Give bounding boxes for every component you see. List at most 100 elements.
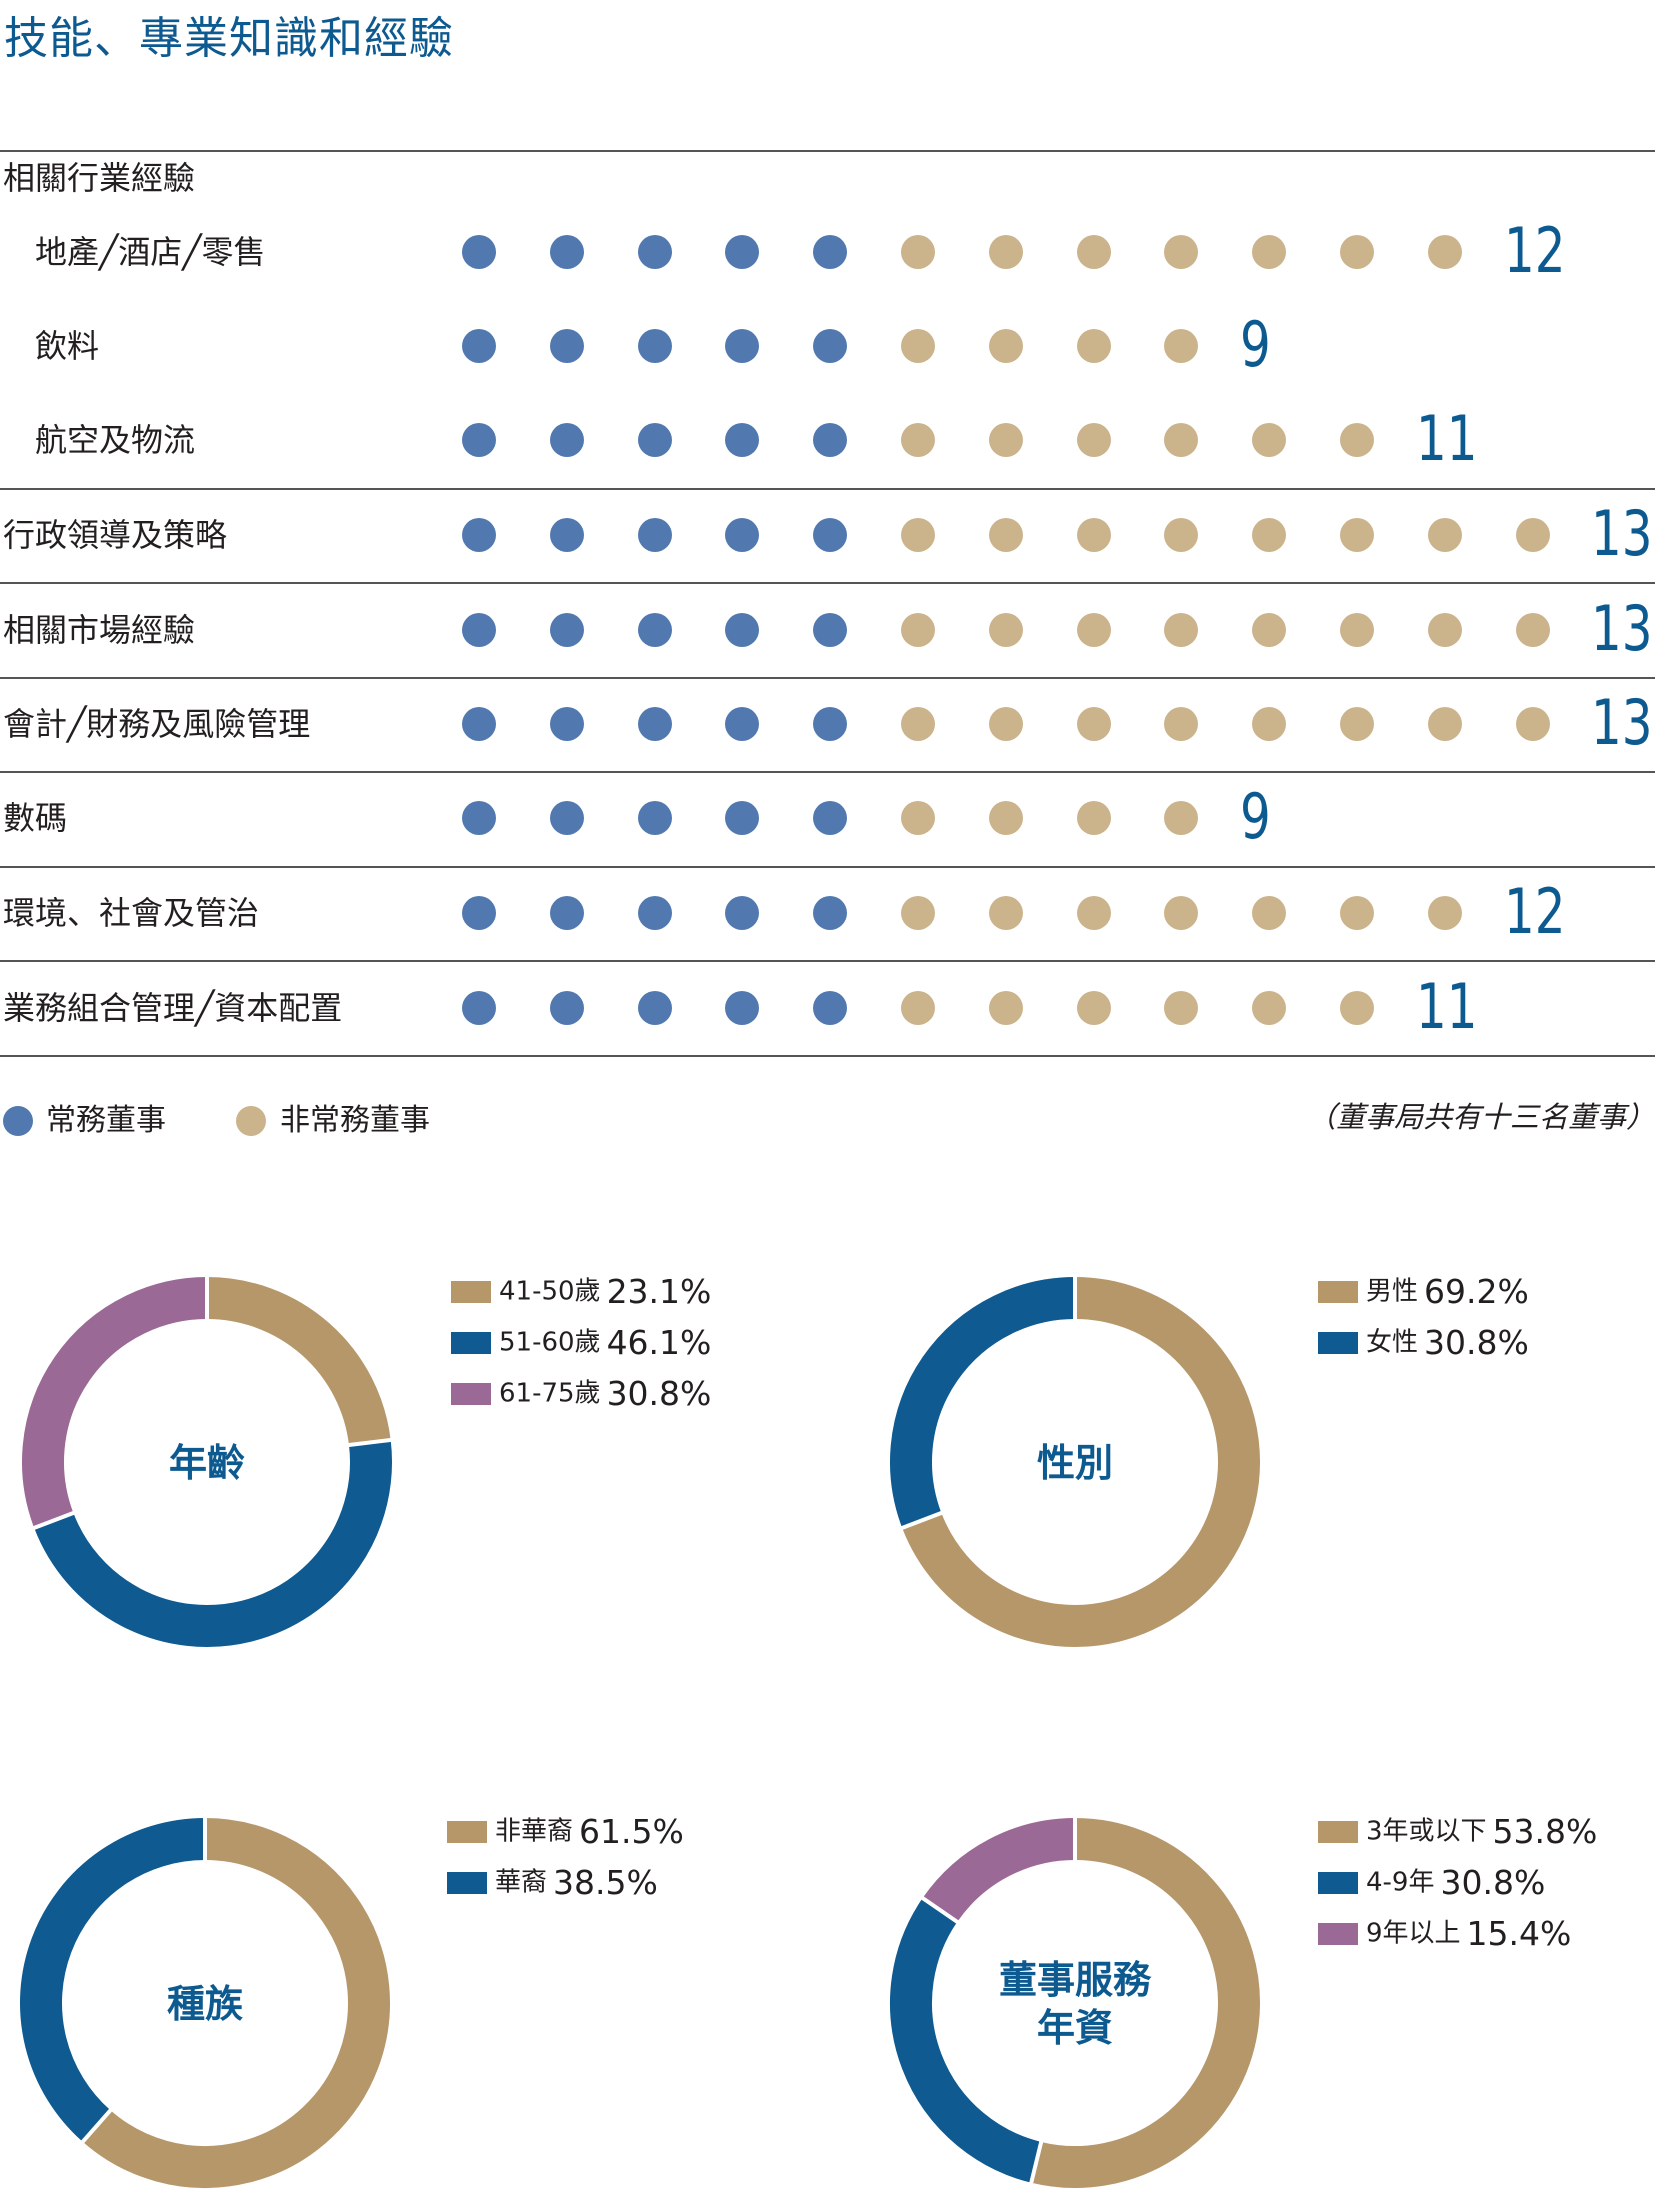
non-executive-dot bbox=[1164, 518, 1199, 552]
legend-item: 華裔 38.5% bbox=[447, 1866, 658, 1899]
non-executive-dot bbox=[1164, 801, 1199, 835]
non-executive-dot bbox=[1164, 896, 1199, 930]
non-executive-dot bbox=[901, 896, 935, 930]
executive-dot bbox=[813, 896, 848, 930]
legend-value: 61.5% bbox=[579, 1812, 684, 1851]
executive-dot bbox=[462, 423, 496, 457]
executive-dot bbox=[462, 801, 496, 835]
skill-count: 13 bbox=[1591, 686, 1653, 759]
age-donut-chart: 年齡 bbox=[17, 1272, 397, 1652]
tenure-donut-chart: 董事服務 年資 bbox=[885, 1813, 1265, 2193]
non-executive-legend-label: 非常務董事 bbox=[280, 1103, 430, 1138]
executive-dot bbox=[462, 329, 496, 363]
non-executive-dot bbox=[1252, 235, 1287, 269]
legend-item: 4-9年 30.8% bbox=[1318, 1866, 1545, 1899]
non-executive-dot bbox=[1076, 423, 1111, 457]
non-executive-dot bbox=[1427, 613, 1462, 647]
donut-slice bbox=[890, 1898, 1042, 2183]
legend-swatch bbox=[451, 1382, 491, 1405]
executive-dot bbox=[549, 329, 584, 363]
legend-value: 69.2% bbox=[1424, 1272, 1529, 1311]
row-divider bbox=[0, 582, 1655, 584]
donut-center-label: 年齡 bbox=[169, 1441, 245, 1485]
legend-swatch bbox=[1318, 1871, 1358, 1894]
row-divider bbox=[0, 866, 1655, 868]
executive-dot bbox=[725, 801, 760, 835]
donut-slice bbox=[1031, 1818, 1260, 2188]
donut-slice bbox=[82, 1818, 390, 2188]
non-executive-dot bbox=[988, 613, 1023, 647]
executive-dot bbox=[637, 896, 672, 930]
legend-label: 61-75歲 bbox=[499, 1378, 601, 1409]
non-executive-dot bbox=[988, 801, 1023, 835]
non-executive-dot bbox=[988, 707, 1023, 741]
skill-count: 11 bbox=[1415, 970, 1478, 1043]
non-executive-dot bbox=[901, 329, 935, 363]
executive-dot bbox=[725, 235, 760, 269]
legend-label: 男性 bbox=[1366, 1276, 1419, 1307]
non-executive-dot bbox=[1076, 329, 1111, 363]
donut-center-label: 年資 bbox=[1037, 2006, 1113, 2050]
skill-count: 13 bbox=[1591, 592, 1653, 665]
executive-dot bbox=[813, 613, 848, 647]
slice-separator bbox=[79, 2107, 114, 2145]
executive-dot bbox=[637, 329, 672, 363]
legend-value: 38.5% bbox=[553, 1863, 658, 1902]
non-executive-dot bbox=[1164, 991, 1199, 1025]
board-note: （董事局共有十三名董事） bbox=[1306, 1100, 1655, 1134]
non-executive-dot bbox=[1076, 991, 1111, 1025]
gender-donut-chart: 性別 bbox=[885, 1272, 1265, 1652]
executive-legend-label: 常務董事 bbox=[46, 1103, 166, 1138]
legend-label: 9年以上 bbox=[1366, 1918, 1461, 1949]
non-executive-dot bbox=[901, 235, 935, 269]
executive-dot bbox=[462, 518, 496, 552]
skill-row-label: 會計╱財務及風險管理 bbox=[3, 705, 311, 743]
legend-value: 46.1% bbox=[606, 1323, 712, 1362]
executive-dot bbox=[637, 423, 672, 457]
donut-slice bbox=[890, 1277, 1076, 1528]
page-title: 技能、專業知識和經驗 bbox=[4, 13, 454, 64]
executive-dot bbox=[725, 518, 760, 552]
legend-swatch bbox=[447, 1871, 487, 1894]
skill-count: 13 bbox=[1591, 497, 1653, 570]
non-executive-dot bbox=[1252, 707, 1287, 741]
executive-dot bbox=[813, 235, 848, 269]
executive-dot bbox=[725, 896, 760, 930]
non-executive-dot bbox=[901, 518, 935, 552]
skill-row-label: 業務組合管理╱資本配置 bbox=[3, 989, 343, 1027]
non-executive-dot bbox=[1515, 707, 1550, 741]
executive-dot bbox=[813, 423, 848, 457]
skill-count: 12 bbox=[1503, 875, 1566, 948]
non-executive-dot bbox=[901, 613, 935, 647]
skill-count: 12 bbox=[1503, 214, 1566, 287]
non-executive-dot bbox=[1515, 518, 1550, 552]
executive-dot bbox=[549, 518, 584, 552]
slice-separator bbox=[31, 1510, 76, 1531]
non-executive-dot bbox=[1340, 423, 1374, 457]
skill-count: 11 bbox=[1415, 402, 1478, 475]
non-executive-dot bbox=[1252, 423, 1287, 457]
legend-swatch bbox=[451, 1280, 491, 1303]
slice-separator bbox=[1028, 2139, 1044, 2186]
row-divider bbox=[0, 771, 1655, 773]
non-executive-dot bbox=[1076, 896, 1111, 930]
section-header: 相關行業經驗 bbox=[3, 159, 196, 197]
donut-center-label: 性別 bbox=[1037, 1441, 1113, 1485]
skill-row-label: 航空及物流 bbox=[35, 421, 196, 459]
legend-swatch bbox=[1318, 1331, 1358, 1354]
executive-dot bbox=[549, 235, 584, 269]
executive-dot bbox=[462, 896, 496, 930]
executive-dot bbox=[549, 423, 584, 457]
legend-label: 非華裔 bbox=[495, 1816, 574, 1847]
legend-value: 30.8% bbox=[1424, 1323, 1529, 1362]
legend-label: 華裔 bbox=[495, 1867, 548, 1898]
non-executive-dot bbox=[988, 423, 1023, 457]
executive-dot bbox=[725, 613, 760, 647]
legend-swatch bbox=[1318, 1820, 1358, 1843]
legend-swatch bbox=[447, 1820, 487, 1843]
legend-swatch bbox=[1318, 1922, 1358, 1945]
donut-slice bbox=[206, 1277, 391, 1446]
non-executive-dot bbox=[901, 423, 935, 457]
executive-dot bbox=[813, 518, 848, 552]
non-executive-dot bbox=[1164, 235, 1199, 269]
